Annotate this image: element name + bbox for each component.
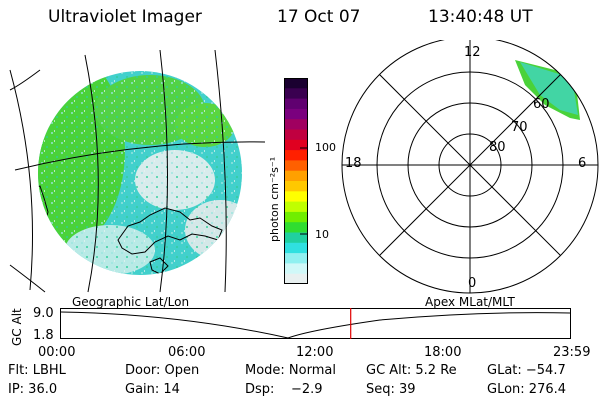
status-ip: IP: 36.0 <box>8 382 58 397</box>
colorbar-cell <box>284 139 308 151</box>
colorbar-cell <box>284 253 308 264</box>
timeline-axis-label: GC Alt <box>10 308 24 346</box>
colorbar-cell <box>284 160 308 172</box>
status-gain: Gain: 14 <box>125 382 180 397</box>
colorbar-cell <box>284 181 308 192</box>
colorbar-cell <box>284 191 308 203</box>
status-door: Door: Open <box>125 363 200 378</box>
status-mode: Mode: Normal <box>245 363 336 378</box>
timeline-tick-1200: 12:00 <box>296 345 334 360</box>
mlt-label-12: 12 <box>464 45 481 60</box>
timeline-left-header: Geographic Lat/Lon <box>72 295 190 309</box>
status-glat: GLat: −54.7 <box>487 363 566 378</box>
timeline-tick-0000: 00:00 <box>38 345 76 360</box>
timeline-tick-1800: 18:00 <box>424 345 462 360</box>
colorbar-cell <box>284 98 308 110</box>
colorbar-cell <box>284 170 308 182</box>
polar-plot <box>341 40 599 294</box>
mlt-label-6: 6 <box>578 156 587 171</box>
status-dsp: Dsp: −2.9 <box>245 382 323 397</box>
auroral-glow <box>38 71 242 275</box>
timeline-tick-2359: 23:59 <box>553 345 591 360</box>
colorbar-cell <box>284 242 308 254</box>
instrument-title: Ultraviolet Imager <box>48 7 202 27</box>
status-filter: Flt: LBHL <box>8 363 66 378</box>
colorbar-tick-100: 100 <box>315 141 336 154</box>
mlt-label-0: 0 <box>468 276 477 291</box>
timeline-right-header: Apex MLat/MLT <box>425 295 515 309</box>
timeline-y-bottom: 1.8 <box>33 328 54 343</box>
colorbar-cell <box>284 88 308 100</box>
colorbar-cell <box>284 232 308 244</box>
observation-time: 13:40:48 UT <box>428 7 533 27</box>
colorbar-tick-10: 10 <box>315 228 329 241</box>
mlt-label-18: 18 <box>345 156 362 171</box>
timeline-y-top: 9.0 <box>33 306 54 321</box>
mlat-label-60: 60 <box>533 97 550 112</box>
colorbar-cell <box>284 263 308 275</box>
colorbar-cell <box>284 108 308 120</box>
colorbar-cell <box>284 78 308 89</box>
colorbar-cell <box>284 150 308 161</box>
status-seq: Seq: 39 <box>366 382 416 397</box>
colorbar-cell <box>284 273 308 284</box>
colorbar-cell <box>284 129 308 141</box>
status-gc-alt: GC Alt: 5.2 Re <box>366 363 457 378</box>
altitude-curve <box>60 311 571 339</box>
intensity-colorbar <box>284 78 308 284</box>
altitude-timeline <box>60 308 571 339</box>
colorbar-cell <box>284 201 308 213</box>
mlat-label-80: 80 <box>489 140 506 155</box>
colorbar-cell <box>284 211 308 223</box>
auroral-image-panel <box>9 49 266 293</box>
lat-lon-grid <box>9 49 266 293</box>
colorbar-cell <box>284 119 308 130</box>
timeline-tick-0600: 06:00 <box>168 345 206 360</box>
mlat-label-70: 70 <box>511 120 528 135</box>
colorbar-cell <box>284 222 308 233</box>
status-glon: GLon: 276.4 <box>487 382 567 397</box>
colorbar-unit-label: photon cm⁻²s⁻¹ <box>268 156 281 242</box>
observation-date: 17 Oct 07 <box>277 7 361 27</box>
